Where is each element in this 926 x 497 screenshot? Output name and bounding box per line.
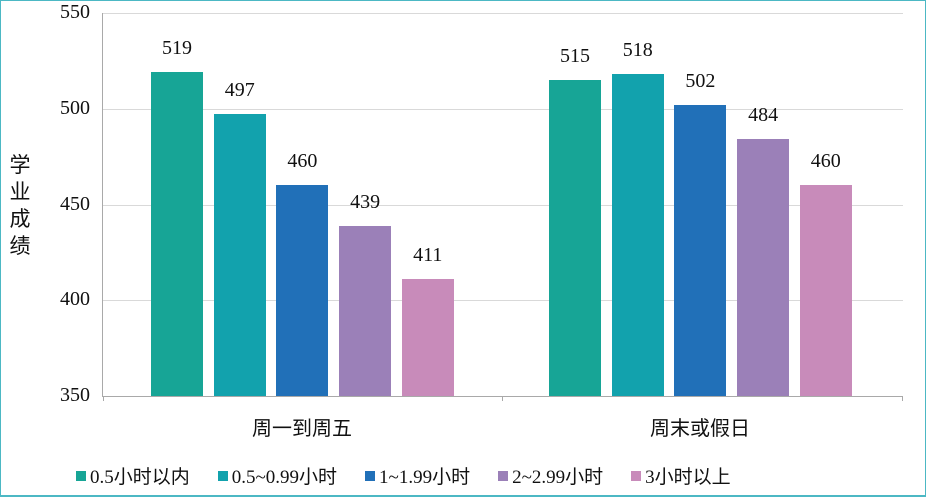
legend-item: 3小时以上	[631, 462, 731, 489]
legend-label: 3小时以上	[645, 467, 731, 488]
bar	[611, 74, 664, 396]
bar	[674, 104, 727, 396]
legend-swatch-icon	[76, 470, 86, 481]
y-tick-label: 350	[60, 384, 90, 406]
bar	[401, 279, 454, 396]
legend: 0.5小时以内 0.5~0.99小时 1~1.99小时 2~2.99小时 3小时以上	[76, 462, 759, 489]
x-category-label: 周末或假日	[650, 416, 750, 440]
bar	[339, 225, 392, 396]
bar	[151, 72, 203, 396]
x-tick-mark	[902, 396, 903, 401]
legend-item: 0.5~0.99小时	[217, 462, 338, 489]
y-tick-label: 450	[60, 192, 90, 215]
legend-swatch-icon	[365, 470, 376, 481]
legend-label: 0.5小时以内	[90, 467, 190, 488]
bar-value-label: 460	[810, 150, 841, 173]
legend-label: 0.5~0.99小时	[231, 467, 338, 488]
bar	[213, 114, 266, 396]
x-tick-mark	[502, 396, 503, 401]
plot-area: 519 497 460 439 411 515 518 502 484 460	[102, 13, 903, 401]
y-tick-label: 400	[60, 288, 90, 311]
x-category-label: 周一到周五	[252, 416, 352, 440]
bar	[799, 185, 852, 396]
x-tick-mark	[103, 396, 104, 401]
legend-swatch-icon	[631, 470, 642, 481]
bar	[276, 185, 329, 396]
bar-value-label: 519	[162, 37, 192, 60]
bar-value-label: 497	[224, 79, 255, 102]
bar-value-label: 460	[287, 150, 318, 173]
y-tick-label: 550	[60, 1, 90, 23]
gridline	[103, 13, 903, 14]
bar-value-label: 484	[748, 104, 779, 127]
y-tick-label: 500	[60, 96, 90, 119]
bar-value-label: 411	[413, 244, 443, 267]
gridline	[103, 204, 903, 206]
bar-value-label: 439	[350, 190, 381, 213]
bar	[737, 139, 790, 396]
legend-label: 2~2.99小时	[512, 467, 604, 488]
legend-item: 1~1.99小时	[365, 462, 470, 489]
legend-swatch-icon	[498, 470, 509, 481]
legend-label: 1~1.99小时	[379, 467, 471, 488]
legend-item: 0.5小时以内	[76, 462, 190, 489]
gridline	[103, 300, 903, 302]
legend-swatch-icon	[217, 470, 228, 481]
bar-value-label: 515	[560, 45, 590, 68]
bar-value-label: 518	[622, 39, 653, 62]
gridline	[103, 108, 903, 110]
y-axis-label: 学业成绩	[9, 153, 31, 258]
bar	[549, 80, 601, 396]
legend-item: 2~2.99小时	[498, 462, 603, 489]
bar-value-label: 502	[685, 69, 716, 92]
